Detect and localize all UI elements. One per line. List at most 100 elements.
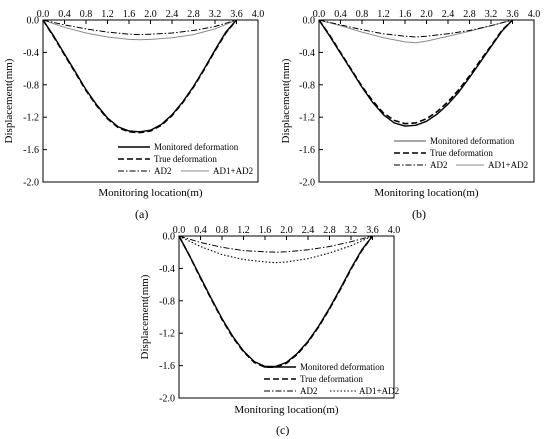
series-line (318, 19, 513, 44)
y-tick-label: 0.0 (163, 232, 176, 243)
y-axis-label: Displacement(mm) (280, 58, 292, 143)
series-line (318, 19, 514, 125)
y-tick-label: -2.0 (159, 394, 175, 405)
legend-label: True deformation (430, 148, 493, 158)
x-tick-label: 4.0 (528, 9, 541, 20)
legend: Monitored deformation True deformation A… (264, 362, 399, 396)
x-tick-label: 3.2 (209, 9, 222, 20)
y-tick-label: -1.2 (23, 113, 39, 124)
x-tick-label: 2.8 (463, 9, 476, 20)
x-tick-label: 4.0 (388, 225, 401, 236)
legend-label: Monitored deformation (300, 362, 385, 372)
x-tick-label: 0.4 (58, 9, 71, 20)
legend-label: Monitored deformation (154, 142, 239, 152)
panel-label: (a) (135, 207, 148, 221)
x-tick-label: 1.2 (377, 9, 390, 20)
panel-label: (b) (412, 207, 426, 221)
series-line (42, 19, 238, 134)
y-tick-label: 0.0 (303, 16, 316, 27)
plot-frame (42, 19, 259, 183)
x-tick-label: 0.4 (194, 225, 207, 236)
x-tick-label: 3.2 (485, 9, 498, 20)
x-tick-label: 2.8 (187, 9, 200, 20)
y-axis-label: Displacement(mm) (139, 274, 151, 359)
panel-b: 0.0 0.4 0.8 1.2 1.6 2.0 2.4 2.8 3.2 3.6 4.0 0.0 -0.… (280, 9, 540, 221)
panel-a: 0.0 0.4 0.8 1.2 1.6 2.0 2.4 2.8 3.2 3.6 4.0 0.0 -0.… (3, 9, 264, 221)
series-line (178, 235, 374, 368)
x-tick-label: 1.6 (123, 9, 136, 20)
series-line (42, 19, 237, 36)
x-tick-label: 1.6 (399, 9, 412, 20)
y-tick-label: -0.8 (23, 80, 39, 91)
x-tick-label: 2.0 (280, 225, 293, 236)
x-tick-label: 0.8 (216, 225, 229, 236)
legend-label: AD1+AD2 (359, 386, 399, 396)
y-tick-label: -1.6 (159, 361, 175, 372)
y-tick-label: -1.2 (159, 329, 175, 340)
legend: Monitored deformation True deformation A… (118, 142, 253, 176)
x-tick-label: 2.8 (323, 225, 336, 236)
x-tick-label: 2.0 (144, 9, 157, 20)
x-ticks: 0.0 0.4 0.8 1.2 1.6 2.0 2.4 2.8 3.2 3.6 4.0 (173, 225, 401, 240)
x-ticks: 0.0 0.4 0.8 1.2 1.6 2.0 2.4 2.8 3.2 3.6 4.0 (313, 9, 541, 24)
x-tick-label: 0.8 (80, 9, 93, 20)
x-tick-label: 1.6 (259, 225, 272, 236)
series-line (178, 235, 373, 253)
y-tick-label: -0.4 (299, 48, 315, 59)
x-axis-label: Monitoring location(m) (374, 187, 479, 199)
y-ticks: 0.0 -0.4 -0.8 -1.2 -1.6 -2.0 (23, 16, 47, 189)
series-lines (42, 19, 238, 134)
x-tick-label: 3.6 (230, 9, 243, 20)
x-tick-label: 3.2 (345, 225, 358, 236)
y-tick-label: 0.0 (27, 16, 40, 27)
x-tick-label: 1.2 (237, 225, 250, 236)
legend-label: True deformation (300, 374, 363, 384)
series-line (318, 19, 513, 38)
x-tick-label: 0.0 (37, 9, 50, 20)
legend-label: AD2 (300, 386, 318, 396)
y-tick-label: -2.0 (23, 178, 39, 189)
x-tick-label: 2.0 (420, 9, 433, 20)
x-tick-label: 1.2 (101, 9, 114, 20)
x-tick-label: 0.8 (356, 9, 369, 20)
y-tick-label: -1.6 (23, 145, 39, 156)
legend-label: AD1+AD2 (488, 160, 528, 170)
x-tick-label: 2.4 (442, 9, 455, 20)
y-tick-label: -1.2 (299, 113, 315, 124)
x-tick-label: 0.4 (334, 9, 347, 20)
series-line (178, 235, 374, 369)
y-tick-label: -0.8 (159, 296, 175, 307)
y-tick-label: -2.0 (299, 178, 315, 189)
legend-label: True deformation (154, 154, 217, 164)
x-tick-label: 0.0 (313, 9, 326, 20)
series-line (42, 19, 237, 41)
series-lines (318, 19, 514, 127)
legend-label: AD1+AD2 (213, 166, 253, 176)
series-line (178, 235, 373, 264)
x-tick-label: 3.6 (366, 225, 379, 236)
series-line (42, 19, 238, 133)
x-tick-label: 3.6 (506, 9, 519, 20)
y-tick-label: -1.6 (299, 145, 315, 156)
y-tick-label: -0.8 (299, 80, 315, 91)
legend: Monitored deformation True deformation A… (394, 136, 528, 170)
x-axis-label: Monitoring location(m) (234, 404, 339, 416)
x-tick-label: 2.4 (166, 9, 179, 20)
x-axis-label: Monitoring location(m) (98, 187, 203, 199)
legend-label: Monitored deformation (430, 136, 515, 146)
series-lines (178, 235, 374, 369)
x-tick-label: 0.0 (173, 225, 186, 236)
panel-label: (c) (276, 423, 289, 437)
legend-label: AD2 (154, 166, 172, 176)
legend-label: AD2 (430, 160, 448, 170)
x-tick-label: 2.4 (302, 225, 315, 236)
y-tick-label: -0.4 (23, 48, 39, 59)
y-tick-label: -0.4 (159, 264, 175, 275)
series-line (318, 19, 514, 127)
plot-frame (318, 19, 535, 183)
panel-c: 0.0 0.4 0.8 1.2 1.6 2.0 2.4 2.8 3.2 3.6 4.0 0.0 -0.… (139, 225, 400, 437)
x-ticks: 0.0 0.4 0.8 1.2 1.6 2.0 2.4 2.8 3.2 3.6 4.0 (37, 9, 265, 24)
x-tick-label: 4.0 (252, 9, 265, 20)
y-axis-label: Displacement(mm) (3, 58, 15, 143)
